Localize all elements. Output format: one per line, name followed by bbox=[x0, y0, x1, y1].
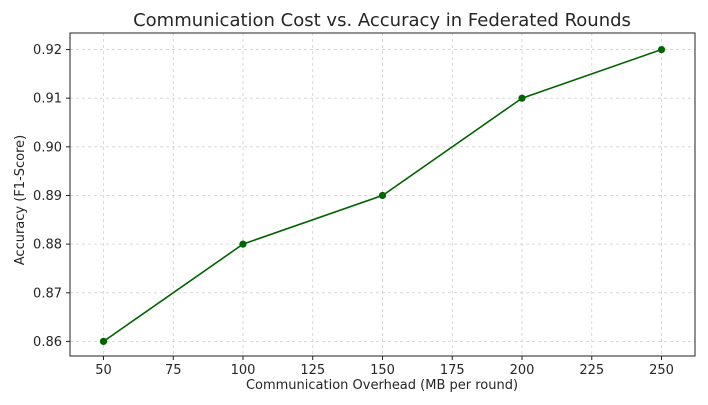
chart-title: Communication Cost vs. Accuracy in Feder… bbox=[133, 10, 631, 31]
x-tick-label: 50 bbox=[95, 363, 112, 378]
x-tick-label: 250 bbox=[649, 363, 674, 378]
y-tick-label: 0.89 bbox=[33, 189, 62, 204]
x-tick-label: 150 bbox=[370, 363, 395, 378]
x-tick-label: 175 bbox=[440, 363, 465, 378]
data-point bbox=[239, 240, 247, 248]
y-tick-label: 0.87 bbox=[33, 286, 62, 301]
x-tick-label: 125 bbox=[300, 363, 325, 378]
y-tick-label: 0.86 bbox=[33, 335, 62, 350]
y-tick-label: 0.92 bbox=[33, 43, 62, 58]
data-point bbox=[378, 191, 387, 200]
y-axis: 0.86 0.87 0.88 0.89 0.90 0.91 0.92 bbox=[33, 43, 70, 350]
series-group bbox=[99, 45, 666, 346]
x-tick-label: 75 bbox=[165, 363, 182, 378]
data-point bbox=[99, 337, 108, 346]
data-point bbox=[657, 45, 666, 54]
y-tick-label: 0.91 bbox=[33, 92, 62, 107]
x-tick-label: 100 bbox=[231, 363, 256, 378]
x-tick-label: 225 bbox=[579, 363, 604, 378]
y-tick-label: 0.88 bbox=[33, 238, 62, 253]
y-axis-label: Accuracy (F1-Score) bbox=[13, 135, 28, 265]
x-axis-label: Communication Overhead (MB per round) bbox=[246, 378, 518, 393]
data-point bbox=[518, 94, 526, 102]
x-tick-label: 200 bbox=[510, 363, 535, 378]
y-tick-label: 0.90 bbox=[33, 140, 62, 155]
x-axis: 50 75 100 125 150 175 200 225 250 bbox=[95, 356, 674, 378]
